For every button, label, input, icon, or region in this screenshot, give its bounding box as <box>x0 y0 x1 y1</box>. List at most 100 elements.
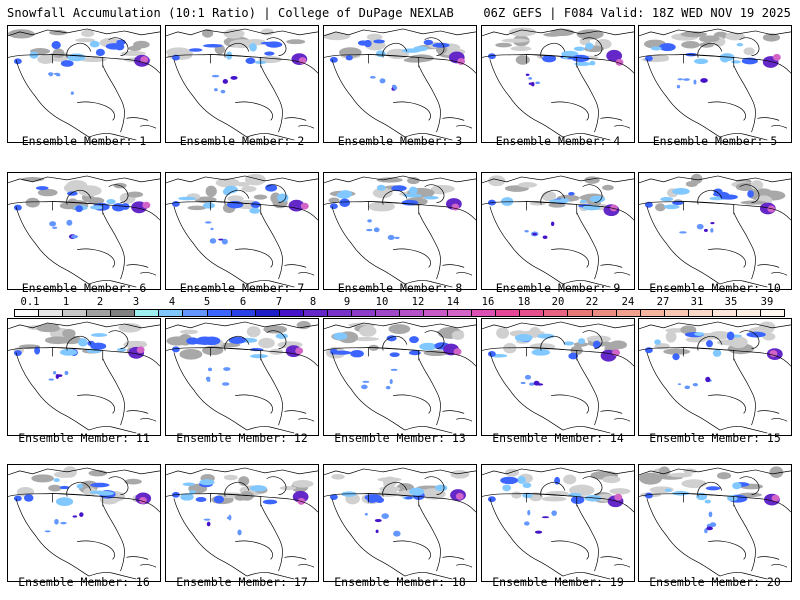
legend-swatch <box>736 310 761 316</box>
legend-swatch <box>688 310 713 316</box>
legend-swatch <box>159 310 184 316</box>
snowfall-map <box>482 175 634 288</box>
legend-swatch <box>63 310 88 316</box>
snowfall-map <box>639 28 791 141</box>
ensemble-member-label: Ensemble Member: 8 <box>337 281 463 295</box>
legend-swatch <box>568 310 593 316</box>
legend-swatch <box>640 310 665 316</box>
legend-swatch <box>664 310 689 316</box>
legend-swatch <box>375 310 400 316</box>
ensemble-map-panel <box>165 172 319 290</box>
snowfall-map <box>482 321 634 434</box>
legend-tick-label: 3 <box>132 296 140 308</box>
ensemble-map-panel <box>481 25 635 143</box>
ensemble-member-label: Ensemble Member: 11 <box>18 431 150 445</box>
legend-swatch <box>496 310 521 316</box>
legend-swatch <box>544 310 569 316</box>
snowfall-map <box>639 466 791 580</box>
snowfall-map <box>482 27 634 141</box>
ensemble-member-label: Ensemble Member: 5 <box>652 134 778 148</box>
snowfall-map <box>8 466 160 580</box>
ensemble-member-label: Ensemble Member: 14 <box>492 431 624 445</box>
ensemble-member-label: Ensemble Member: 2 <box>179 134 305 148</box>
snowfall-map <box>482 467 634 580</box>
legend-swatch <box>279 310 304 316</box>
legend-tick-label: 5 <box>203 296 211 308</box>
ensemble-map-panel <box>165 464 319 582</box>
legend-swatch <box>231 310 256 316</box>
legend-tick-label: 20 <box>551 296 565 308</box>
legend-swatch <box>303 310 328 316</box>
snowfall-map <box>324 467 476 580</box>
ensemble-member-label: Ensemble Member: 6 <box>21 281 147 295</box>
ensemble-member-label: Ensemble Member: 1 <box>21 134 147 148</box>
legend-tick-label: 39 <box>760 296 774 308</box>
legend-tick-label: 4 <box>168 296 176 308</box>
snowfall-map <box>166 320 318 434</box>
legend-tick-label: 10 <box>375 296 389 308</box>
legend-swatch <box>183 310 208 316</box>
legend-tick-label: 31 <box>690 296 704 308</box>
ensemble-map-panel <box>7 25 161 143</box>
snowfall-map <box>8 175 160 288</box>
legend-swatch <box>448 310 473 316</box>
ensemble-member-label: Ensemble Member: 10 <box>649 281 781 295</box>
ensemble-member-label: Ensemble Member: 4 <box>495 134 621 148</box>
legend-tick-label: 35 <box>724 296 738 308</box>
ensemble-member-label: Ensemble Member: 16 <box>18 575 150 589</box>
legend-swatch <box>592 310 617 316</box>
legend-swatch <box>135 310 160 316</box>
legend-tick-label: 27 <box>656 296 670 308</box>
legend-tick-label: 7 <box>275 296 283 308</box>
legend-swatch <box>520 310 545 316</box>
legend-swatch <box>712 310 737 316</box>
ensemble-map-panel <box>638 25 792 143</box>
snowfall-map <box>324 175 476 288</box>
snowfall-map <box>8 321 160 434</box>
ensemble-map-panel <box>638 318 792 436</box>
snowfall-color-legend <box>14 309 785 317</box>
ensemble-map-panel <box>7 318 161 436</box>
ensemble-member-label: Ensemble Member: 17 <box>176 575 308 589</box>
legend-tick-label: 1 <box>62 296 70 308</box>
ensemble-map-panel <box>165 318 319 436</box>
ensemble-member-label: Ensemble Member: 20 <box>649 575 781 589</box>
snowfall-map <box>166 173 318 288</box>
legend-swatch <box>111 310 136 316</box>
ensemble-map-panel <box>7 172 161 290</box>
legend-swatch <box>327 310 352 316</box>
legend-tick-label: 24 <box>621 296 635 308</box>
snowfall-map <box>166 28 318 141</box>
ensemble-member-label: Ensemble Member: 3 <box>337 134 463 148</box>
ensemble-member-label: Ensemble Member: 18 <box>334 575 466 589</box>
legend-tick-label: 8 <box>309 296 317 308</box>
ensemble-map-panel <box>323 464 477 582</box>
legend-swatch <box>39 310 64 316</box>
legend-tick-label: 6 <box>239 296 247 308</box>
legend-swatch <box>616 310 641 316</box>
ensemble-map-panel <box>481 464 635 582</box>
legend-swatch <box>472 310 497 316</box>
snowfall-map <box>324 28 476 141</box>
map-title: Snowfall Accumulation (10:1 Ratio) | Col… <box>7 6 454 20</box>
ensemble-member-label: Ensemble Member: 12 <box>176 431 308 445</box>
snowfall-map <box>166 467 318 580</box>
legend-swatch <box>207 310 232 316</box>
ensemble-map-panel <box>7 464 161 582</box>
legend-swatch <box>424 310 449 316</box>
ensemble-map-panel <box>323 172 477 290</box>
snowfall-map <box>639 173 791 288</box>
ensemble-member-label: Ensemble Member: 7 <box>179 281 305 295</box>
ensemble-map-panel <box>638 172 792 290</box>
legend-tick-label: 0.1 <box>20 296 40 308</box>
legend-swatch <box>760 310 784 316</box>
ensemble-member-label: Ensemble Member: 15 <box>649 431 781 445</box>
ensemble-map-panel <box>323 318 477 436</box>
ensemble-member-label: Ensemble Member: 9 <box>495 281 621 295</box>
legend-swatch <box>15 310 40 316</box>
legend-tick-label: 9 <box>343 296 351 308</box>
legend-tick-label: 2 <box>96 296 104 308</box>
ensemble-map-panel <box>481 172 635 290</box>
ensemble-member-label: Ensemble Member: 19 <box>492 575 624 589</box>
snowfall-map <box>8 28 160 141</box>
